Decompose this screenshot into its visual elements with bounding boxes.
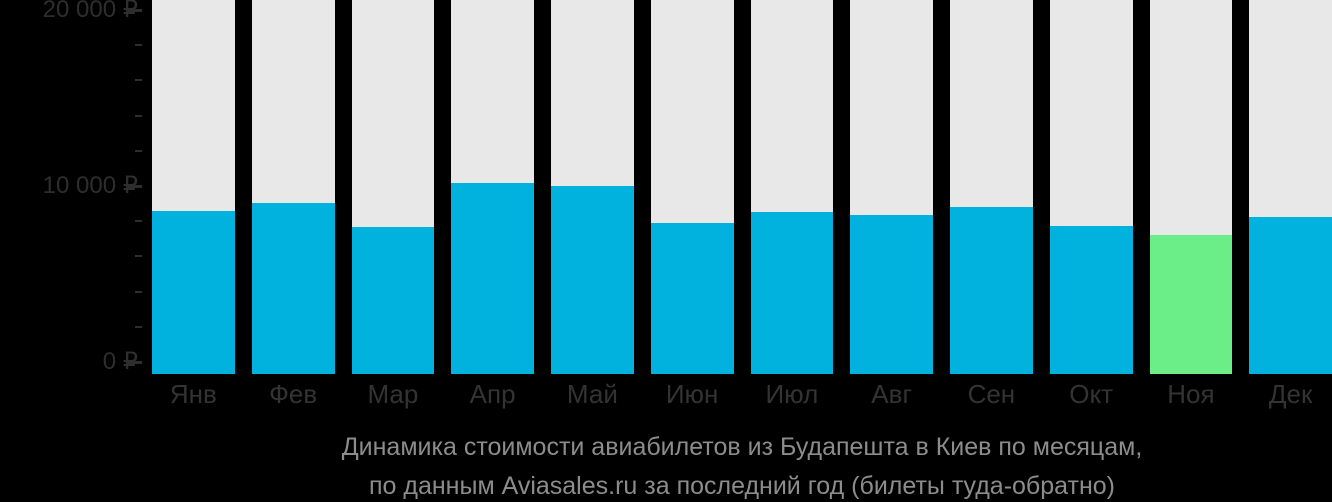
caption-line-2: по данным Aviasales.ru за последний год …: [369, 472, 1115, 500]
bar-column-Мар: [351, 0, 435, 374]
y-minor-tick: [135, 325, 142, 328]
y-major-tick: [127, 9, 142, 12]
y-minor-tick: [135, 149, 142, 152]
y-major-tick: [127, 185, 142, 188]
bar-column-Май: [551, 0, 634, 374]
y-minor-tick: [135, 44, 142, 47]
bar-column-Апр: [451, 0, 534, 374]
bar-column-Дек: [1249, 0, 1332, 374]
bar: [351, 227, 435, 374]
caption: Динамика стоимости авиабилетов из Будапе…: [152, 428, 1332, 502]
caption-line-1: Динамика стоимости авиабилетов из Будапе…: [341, 433, 1143, 461]
month-label-Июн: Июн: [665, 379, 719, 409]
bar: [950, 206, 1033, 374]
plot-area: 0 ₽ 10 000 ₽ 20 000 ₽: [0, 0, 1332, 374]
y-minor-tick: [135, 79, 142, 82]
bar: [251, 202, 335, 374]
bar: [152, 211, 235, 374]
bar: [1249, 216, 1332, 374]
bar: [1049, 226, 1133, 374]
month-label-Мар: Мар: [367, 379, 419, 409]
month-label-Июл: Июл: [765, 379, 819, 409]
bar: [850, 215, 933, 374]
y-axis-label-0: 0 ₽: [102, 348, 138, 375]
bar-highlighted: [1149, 234, 1233, 374]
month-label-Апр: Апр: [469, 379, 516, 409]
month-label-Май: Май: [566, 379, 618, 409]
bar: [650, 222, 734, 374]
x-axis: Янв Фев Мар Апр Май Июн Июл Авг Сен Окт Ноя Дек: [152, 376, 1332, 412]
bar-column-Июн: [650, 0, 734, 374]
y-minor-tick: [135, 220, 142, 223]
bar-column-Фев: [251, 0, 335, 374]
bar-column-Июл: [750, 0, 834, 374]
month-label-Дек: Дек: [1268, 379, 1313, 409]
bar-column-Авг: [850, 0, 933, 374]
bar-column-Сен: [950, 0, 1033, 374]
bar-column-Ноя: [1149, 0, 1233, 374]
bar-column-Янв: [152, 0, 235, 374]
y-minor-tick: [135, 290, 142, 293]
bars-container: [152, 0, 1332, 374]
y-minor-tick: [135, 255, 142, 258]
y-axis-label-20000: 20 000 ₽: [42, 0, 138, 23]
y-minor-tick: [135, 114, 142, 117]
y-axis: 0 ₽ 10 000 ₽ 20 000 ₽: [0, 0, 152, 374]
bar-column-Окт: [1049, 0, 1133, 374]
month-label-Окт: Окт: [1069, 379, 1114, 409]
y-axis-label-10000: 10 000 ₽: [42, 172, 138, 199]
bar: [451, 183, 534, 374]
month-label-Сен: Сен: [967, 379, 1016, 409]
month-label-Янв: Янв: [169, 379, 217, 409]
month-label-Авг: Авг: [871, 379, 912, 409]
y-major-tick: [127, 361, 142, 364]
month-label-Ноя: Ноя: [1167, 379, 1215, 409]
bar: [551, 186, 634, 374]
month-label-Фев: Фев: [269, 379, 318, 409]
bar: [750, 212, 834, 374]
